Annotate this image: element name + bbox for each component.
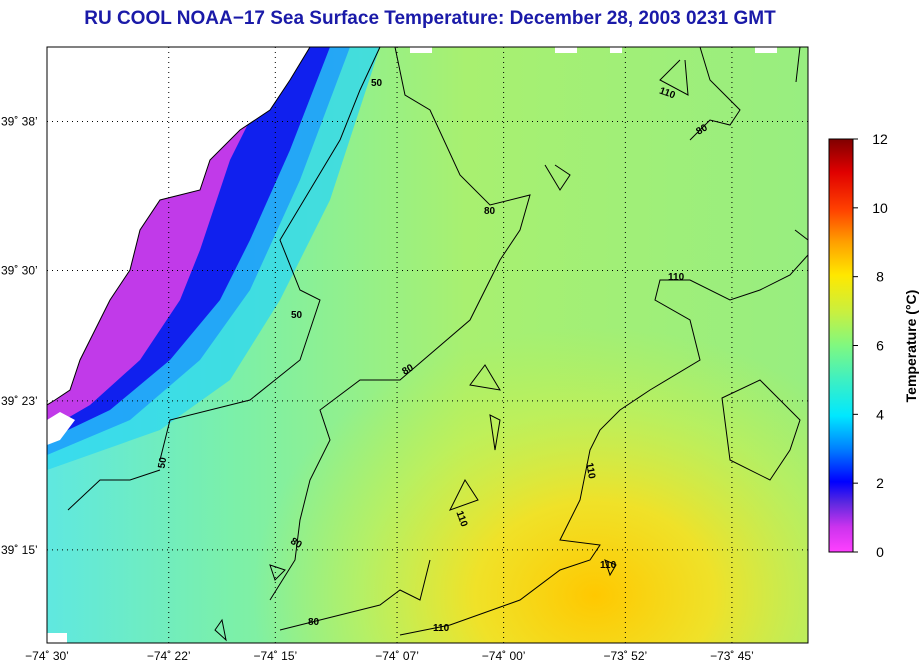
longitude-tick-label: −73˚ 52’ xyxy=(604,649,648,663)
colorbar-tick-label: 8 xyxy=(876,269,884,285)
land-mass xyxy=(47,47,310,405)
contour-label: 110 xyxy=(433,623,450,634)
colorbar-tick-label: 6 xyxy=(876,338,884,354)
colorbar-tick-label: 0 xyxy=(876,544,884,560)
colorbar-scale xyxy=(828,138,854,553)
contour-label: 80 xyxy=(694,122,710,137)
latitude-tick-label: 39˚ 38’ xyxy=(1,115,38,129)
longitude-tick-label: −74˚ 22’ xyxy=(147,649,191,663)
longitude-tick-label: −74˚ 15’ xyxy=(253,649,297,663)
contour-label: 50 xyxy=(371,78,383,89)
colorbar-tick-label: 12 xyxy=(872,131,888,147)
colorbar: 0 2 4 6 8 10 12 Temperature (°C) xyxy=(828,131,919,560)
contour-label: 110 xyxy=(583,462,597,480)
contour-label: 80 xyxy=(484,206,496,217)
colorbar-tick-label: 2 xyxy=(876,475,884,491)
longitude-tick-label: −74˚ 30’ xyxy=(25,649,69,663)
contour-label: 50 xyxy=(291,310,303,321)
graticule xyxy=(47,47,808,643)
longitude-tick-label: −74˚ 07’ xyxy=(375,649,419,663)
contour-label: 80 xyxy=(400,362,416,377)
map-frame xyxy=(46,46,809,644)
longitude-labels: −74˚ 30’ −74˚ 22’ −74˚ 15’ −74˚ 07’ −74˚ 00’… xyxy=(25,649,754,663)
contour-label: 50 xyxy=(157,456,170,469)
contour-label: 80 xyxy=(288,536,304,551)
colorbar-tick-label: 10 xyxy=(872,200,888,216)
latitude-tick-label: 39˚ 15’ xyxy=(1,543,38,557)
latitude-labels: 39˚ 38’ 39˚ 30’ 39˚ 23’ 39˚ 15’ xyxy=(1,115,38,557)
contour-label: 80 xyxy=(308,617,320,628)
contour-label: 110 xyxy=(658,86,677,102)
contour-labels: 50 50 50 80 80 80 80 110 110 110 110 110… xyxy=(157,78,710,634)
contour-label: 110 xyxy=(668,272,685,283)
latitude-tick-label: 39˚ 23’ xyxy=(1,394,38,408)
latitude-tick-label: 39˚ 30’ xyxy=(1,264,38,278)
contour-label: 110 xyxy=(453,509,469,528)
isotherm-contours xyxy=(67,47,808,642)
colorbar-tick-label: 4 xyxy=(876,406,884,422)
contour-label: 110 xyxy=(600,560,617,571)
colorbar-ticks: 0 2 4 6 8 10 12 xyxy=(853,131,888,560)
colorbar-label: Temperature (°C) xyxy=(903,290,919,403)
longitude-tick-label: −74˚ 00’ xyxy=(482,649,526,663)
map-title: RU COOL NOAA−17 Sea Surface Temperature:… xyxy=(84,8,776,29)
sst-field: 50 50 50 80 80 80 80 110 110 110 110 110… xyxy=(47,47,808,643)
longitude-tick-label: −73˚ 45’ xyxy=(710,649,754,663)
